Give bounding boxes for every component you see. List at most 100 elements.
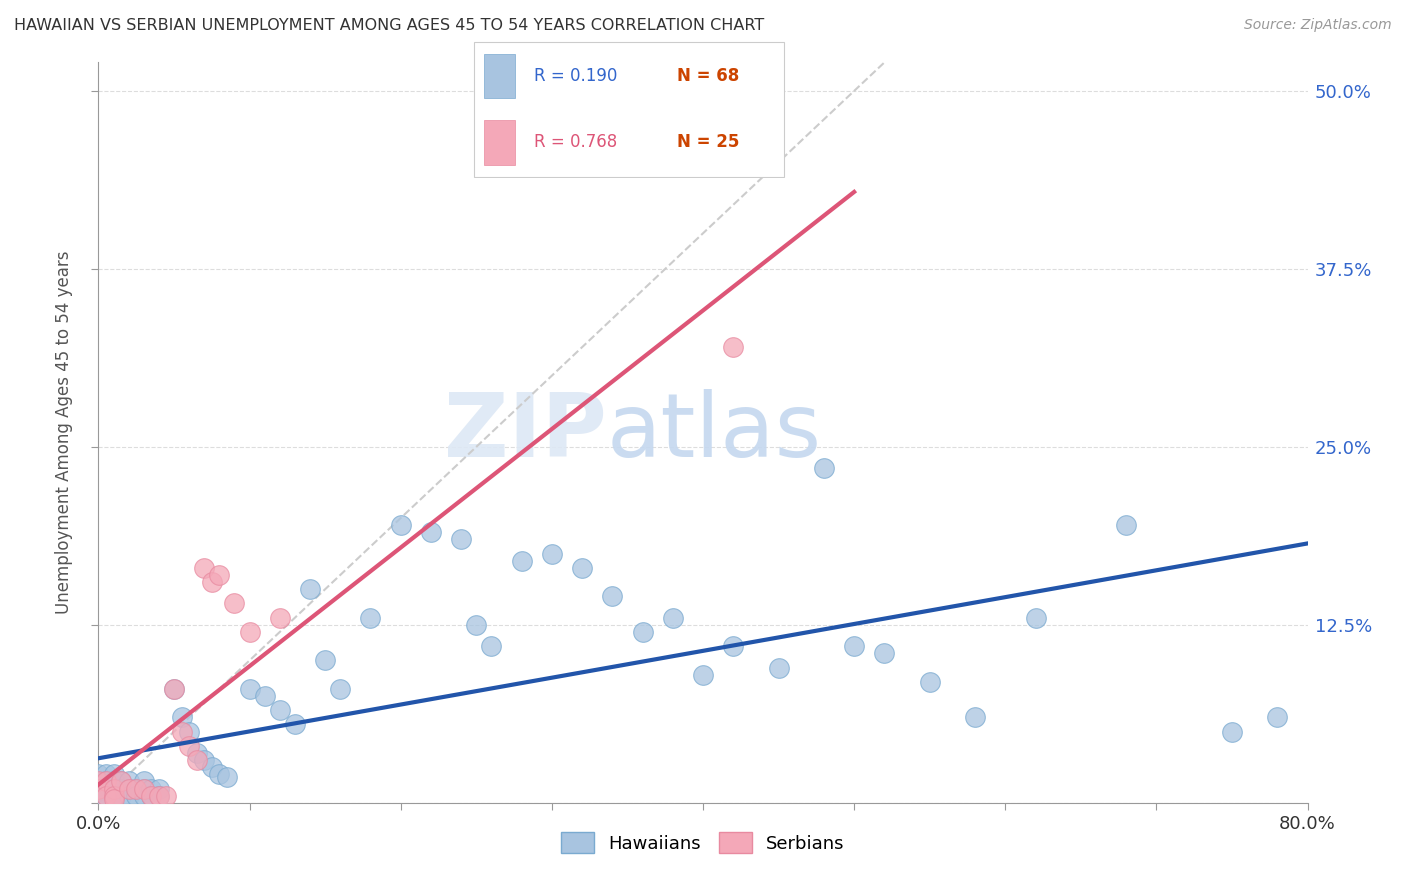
- Point: [873, 646, 896, 660]
- Point: [1115, 518, 1137, 533]
- Point: [186, 746, 208, 760]
- Y-axis label: Unemployment Among Ages 45 to 54 years: Unemployment Among Ages 45 to 54 years: [55, 251, 73, 615]
- Point: [170, 724, 193, 739]
- Text: atlas: atlas: [606, 389, 821, 476]
- Point: [723, 340, 745, 354]
- Point: [450, 533, 472, 547]
- Point: [813, 461, 835, 475]
- Point: [602, 590, 624, 604]
- Point: [201, 575, 224, 590]
- Point: [148, 781, 170, 796]
- Point: [269, 703, 291, 717]
- Point: [239, 681, 262, 696]
- Point: [163, 681, 186, 696]
- Point: [132, 774, 155, 789]
- Point: [87, 774, 110, 789]
- Legend: Hawaiians, Serbians: Hawaiians, Serbians: [554, 825, 852, 861]
- Point: [844, 639, 866, 653]
- Point: [215, 770, 238, 784]
- Point: [208, 568, 231, 582]
- Point: [94, 774, 117, 789]
- Point: [208, 767, 231, 781]
- Point: [329, 681, 352, 696]
- Point: [94, 767, 117, 781]
- Point: [110, 774, 132, 789]
- Point: [141, 789, 163, 803]
- Point: [110, 789, 132, 803]
- Text: R = 0.190: R = 0.190: [534, 67, 617, 85]
- Point: [1267, 710, 1289, 724]
- Point: [87, 791, 110, 805]
- Point: [692, 667, 714, 681]
- Text: R = 0.768: R = 0.768: [534, 134, 617, 152]
- Point: [661, 610, 683, 624]
- Point: [155, 789, 177, 803]
- Text: HAWAIIAN VS SERBIAN UNEMPLOYMENT AMONG AGES 45 TO 54 YEARS CORRELATION CHART: HAWAIIAN VS SERBIAN UNEMPLOYMENT AMONG A…: [14, 18, 765, 33]
- Point: [94, 789, 117, 803]
- Point: [110, 781, 132, 796]
- Point: [768, 660, 790, 674]
- Point: [571, 561, 593, 575]
- Point: [125, 781, 148, 796]
- Point: [103, 781, 125, 796]
- Point: [723, 639, 745, 653]
- FancyBboxPatch shape: [484, 120, 516, 164]
- Point: [510, 554, 533, 568]
- Point: [132, 781, 155, 796]
- Point: [110, 774, 132, 789]
- Point: [420, 525, 443, 540]
- Point: [94, 781, 117, 796]
- Point: [965, 710, 987, 724]
- Point: [103, 774, 125, 789]
- Point: [118, 789, 141, 803]
- Point: [103, 789, 125, 803]
- Point: [1024, 610, 1046, 624]
- Point: [125, 781, 148, 796]
- Point: [87, 774, 110, 789]
- Point: [314, 653, 336, 667]
- Point: [118, 781, 141, 796]
- Point: [540, 547, 562, 561]
- Point: [103, 789, 125, 803]
- Point: [465, 617, 488, 632]
- Point: [193, 561, 215, 575]
- Text: Source: ZipAtlas.com: Source: ZipAtlas.com: [1244, 18, 1392, 32]
- Point: [87, 789, 110, 803]
- Point: [141, 789, 163, 803]
- Point: [269, 610, 291, 624]
- Point: [389, 518, 412, 533]
- Point: [179, 724, 201, 739]
- Point: [118, 774, 141, 789]
- Point: [284, 717, 307, 731]
- Point: [253, 689, 276, 703]
- Point: [918, 674, 941, 689]
- Point: [87, 781, 110, 796]
- Point: [148, 789, 170, 803]
- Point: [132, 781, 155, 796]
- Point: [481, 639, 503, 653]
- Point: [103, 767, 125, 781]
- Point: [186, 753, 208, 767]
- Point: [1220, 724, 1243, 739]
- Point: [87, 767, 110, 781]
- Point: [360, 610, 382, 624]
- Point: [179, 739, 201, 753]
- Point: [94, 789, 117, 803]
- Point: [103, 781, 125, 796]
- Point: [132, 789, 155, 803]
- Point: [631, 624, 654, 639]
- Text: N = 68: N = 68: [676, 67, 740, 85]
- Point: [170, 710, 193, 724]
- Point: [193, 753, 215, 767]
- Point: [299, 582, 322, 597]
- Text: N = 25: N = 25: [676, 134, 740, 152]
- Point: [201, 760, 224, 774]
- FancyBboxPatch shape: [474, 42, 785, 177]
- Point: [125, 789, 148, 803]
- Text: ZIP: ZIP: [443, 389, 606, 476]
- Point: [239, 624, 262, 639]
- Point: [118, 781, 141, 796]
- Point: [148, 789, 170, 803]
- Point: [87, 781, 110, 796]
- Point: [224, 597, 246, 611]
